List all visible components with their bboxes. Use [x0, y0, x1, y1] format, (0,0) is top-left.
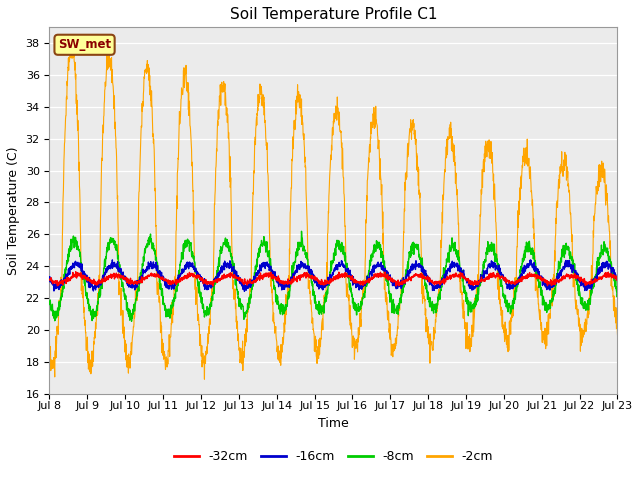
Y-axis label: Soil Temperature (C): Soil Temperature (C) [7, 146, 20, 275]
X-axis label: Time: Time [318, 417, 349, 430]
Title: Soil Temperature Profile C1: Soil Temperature Profile C1 [230, 7, 437, 22]
Legend: -32cm, -16cm, -8cm, -2cm: -32cm, -16cm, -8cm, -2cm [169, 445, 498, 468]
Text: SW_met: SW_met [58, 38, 111, 51]
